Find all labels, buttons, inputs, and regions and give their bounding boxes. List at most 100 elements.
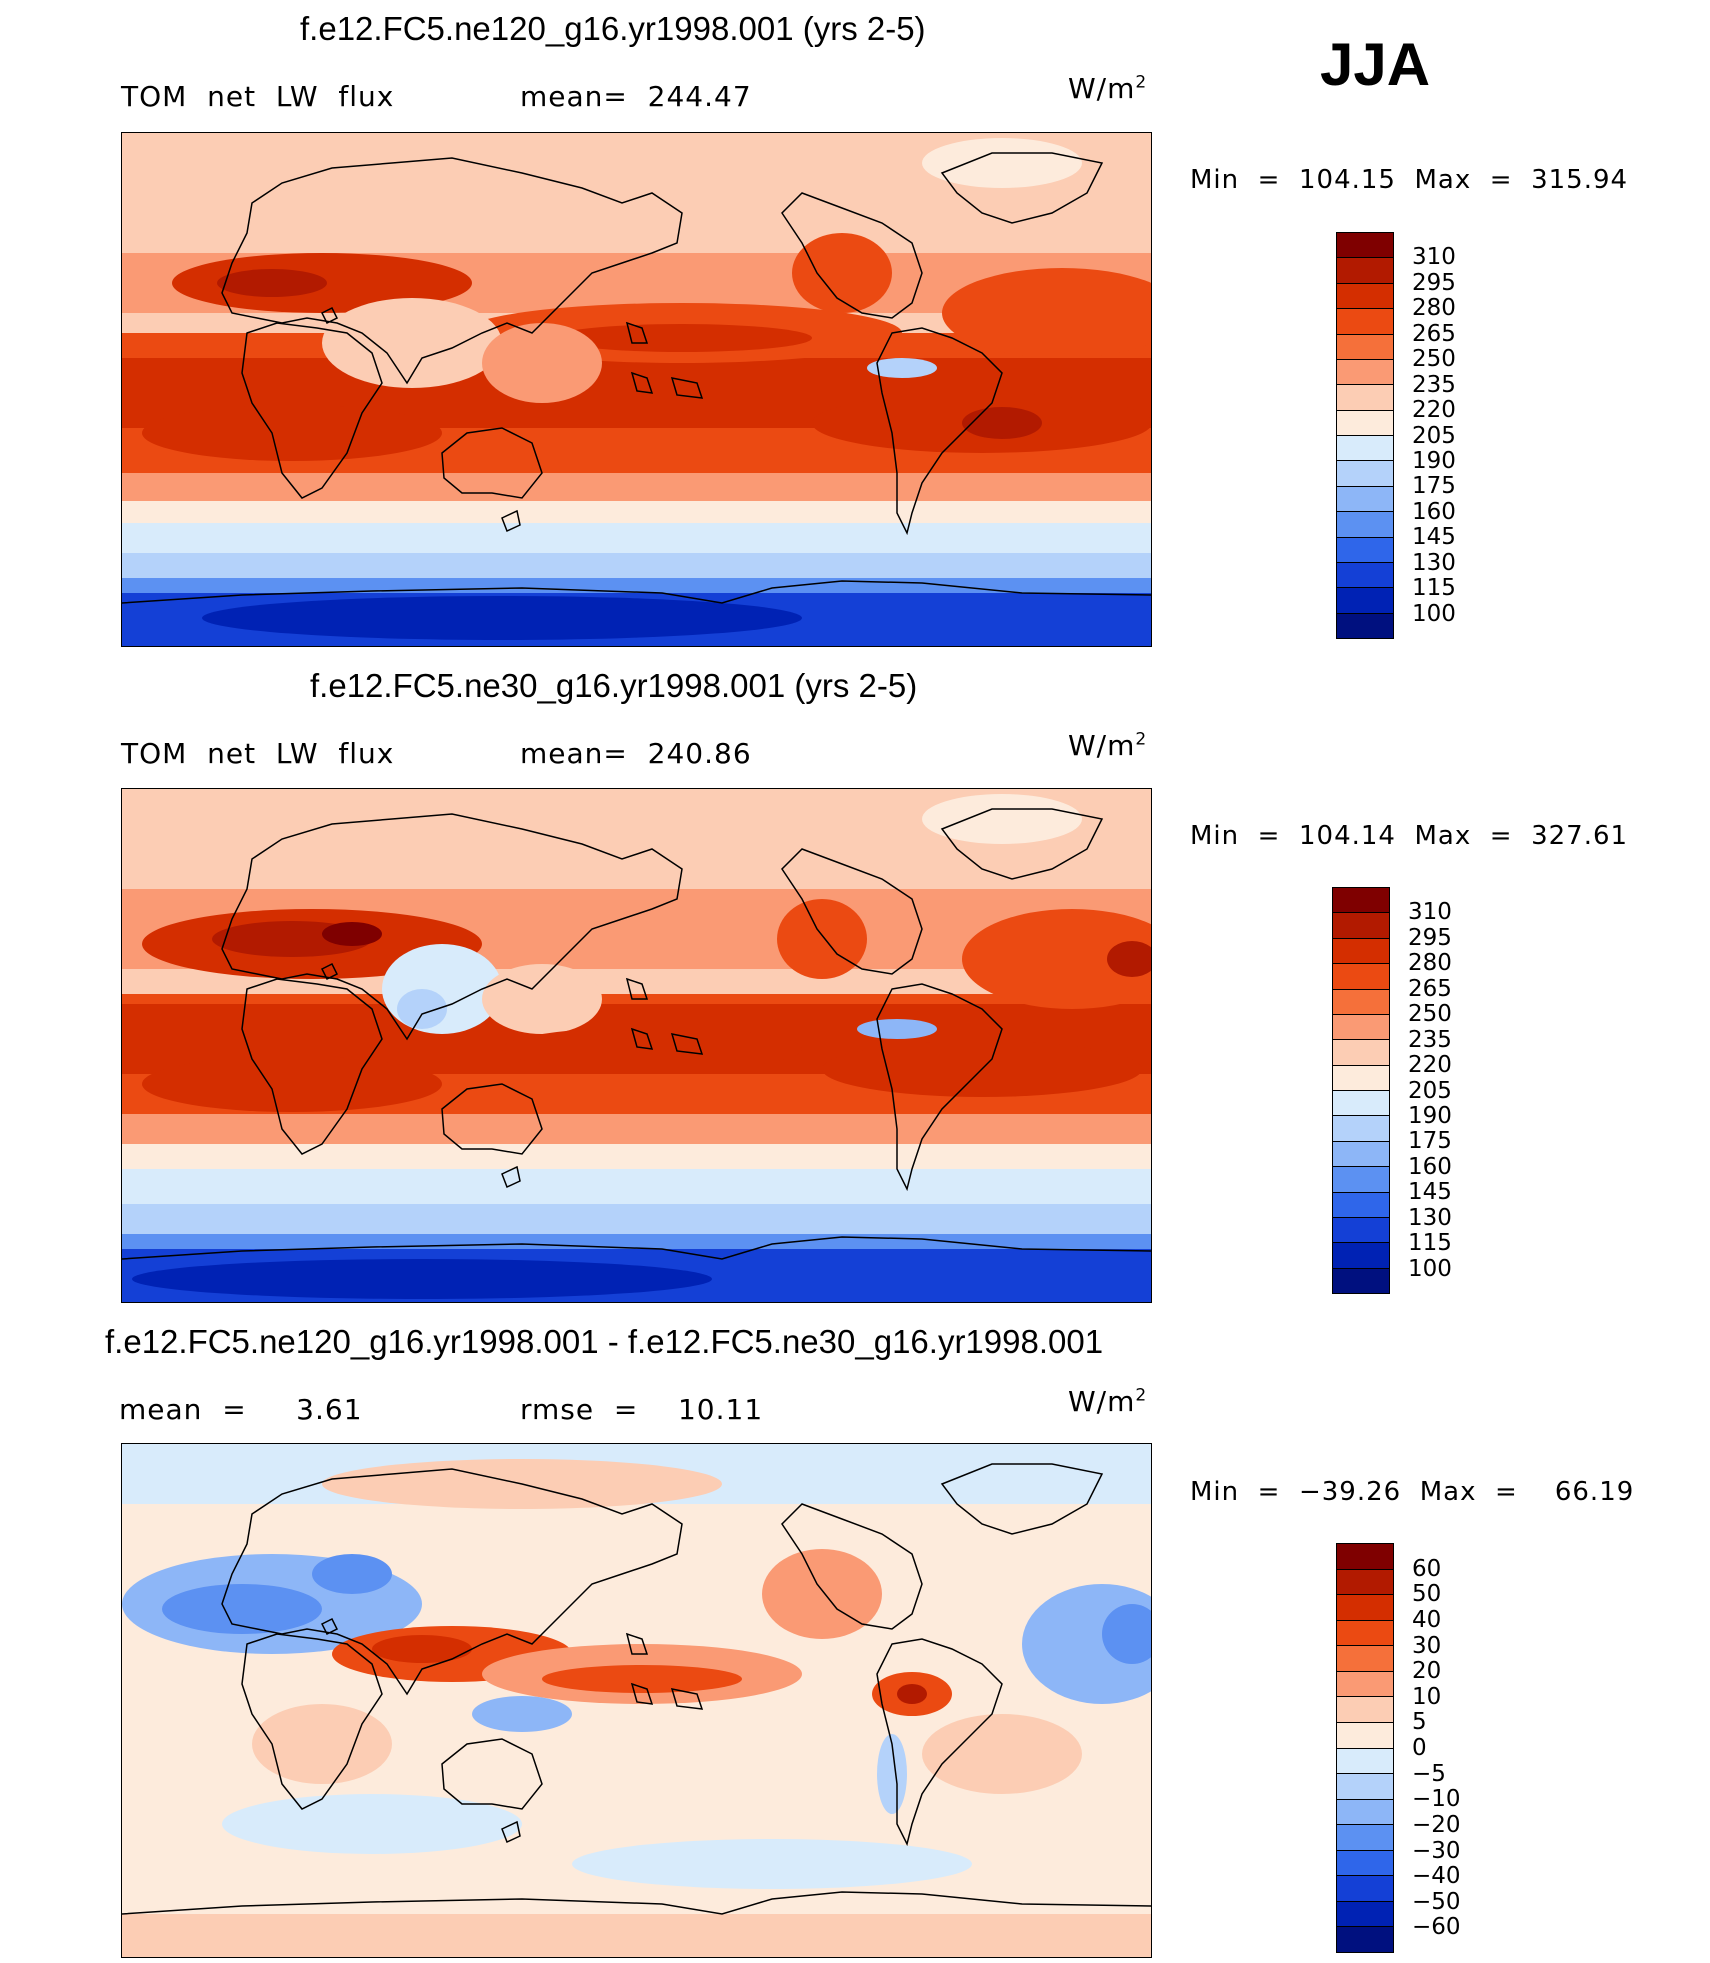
colorbar-swatch (1333, 1267, 1389, 1293)
colorbar-swatch (1333, 912, 1389, 938)
colorbar-swatch (1333, 963, 1389, 989)
colorbar-swatch (1337, 536, 1393, 562)
panel-2-mean-label: mean= 240.86 (520, 737, 752, 770)
colorbar-tick-label: −20 (1412, 1811, 1461, 1838)
colorbar-tick-label: 130 (1408, 1204, 1452, 1231)
colorbar-swatch (1337, 1849, 1393, 1876)
colorbar-swatch (1337, 1721, 1393, 1748)
colorbar-swatch (1333, 1216, 1389, 1243)
colorbar-swatch (1337, 308, 1393, 334)
colorbar-tick-label: 175 (1412, 473, 1456, 500)
colorbar-swatch (1337, 333, 1393, 359)
panel-3-units: W/m2 (1068, 1385, 1148, 1418)
panel-3-rmse-label: rmse = 10.11 (520, 1393, 764, 1426)
colorbar-swatch (1337, 282, 1393, 309)
colorbar-tick-label: −5 (1412, 1760, 1446, 1787)
colorbar-tick-label: 205 (1408, 1077, 1452, 1104)
colorbar-tick-label: 60 (1412, 1555, 1442, 1582)
colorbar-swatch (1337, 1645, 1393, 1671)
colorbar-tick-label: 160 (1408, 1153, 1452, 1180)
colorbar-swatch (1337, 384, 1393, 410)
colorbar-tick-label: 310 (1408, 899, 1452, 926)
colorbar-tick-label: 5 (1412, 1709, 1427, 1736)
colorbar-swatch (1333, 1140, 1389, 1167)
colorbar-tick-label: 10 (1412, 1683, 1442, 1710)
colorbar-swatch (1333, 888, 1389, 913)
colorbar-swatch (1337, 587, 1393, 613)
panel-2-units: W/m2 (1068, 729, 1148, 762)
colorbar-swatch (1333, 1166, 1389, 1192)
colorbar-tick-label: 220 (1408, 1052, 1452, 1079)
colorbar-swatch (1337, 435, 1393, 461)
colorbar-tick-label: 175 (1408, 1128, 1452, 1155)
colorbar-tick-label: 310 (1412, 244, 1456, 271)
colorbar-swatch (1337, 1773, 1393, 1799)
colorbar-tick-label: 250 (1412, 346, 1456, 373)
colorbar-tick-label: 280 (1408, 950, 1452, 977)
colorbar-swatch (1337, 485, 1393, 512)
colorbar-tick-label: 235 (1408, 1026, 1452, 1053)
colorbar-swatch (1333, 937, 1389, 964)
panel-1-variable-label: TOM net LW flux (121, 80, 395, 113)
colorbar-swatch (1337, 409, 1393, 435)
colorbar-tick-label: −40 (1412, 1863, 1461, 1890)
panel-2-title: f.e12.FC5.ne30_g16.yr1998.001 (yrs 2-5) (310, 667, 918, 704)
colorbar-tick-label: 280 (1412, 295, 1456, 322)
colorbar-swatch (1337, 612, 1393, 638)
panel-1-units: W/m2 (1068, 72, 1148, 105)
colorbar-tick-label: 145 (1408, 1179, 1452, 1206)
panel-3-map (121, 1443, 1152, 1958)
colorbar-tick-label: −50 (1412, 1888, 1461, 1915)
colorbar-tick-label: 295 (1408, 924, 1452, 951)
panel-1-min-max: Min = 104.15 Max = 315.94 (1190, 165, 1629, 195)
colorbar-swatch (1337, 1900, 1393, 1927)
panel-2-variable-label: TOM net LW flux (121, 737, 395, 770)
colorbar-tick-label: −60 (1412, 1914, 1461, 1941)
colorbar-swatch (1337, 1544, 1393, 1569)
colorbar-tick-label: 265 (1408, 975, 1452, 1002)
colorbar-swatch (1337, 257, 1393, 283)
colorbar-tick-label: 100 (1412, 600, 1456, 627)
colorbar-tick-label: 220 (1412, 397, 1456, 424)
colorbar-tick-label: 250 (1408, 1001, 1452, 1028)
colorbar-tick-label: 20 (1412, 1658, 1442, 1685)
colorbar-swatch (1337, 1798, 1393, 1825)
colorbar-swatch (1333, 1039, 1389, 1065)
panel-1-title: f.e12.FC5.ne120_g16.yr1998.001 (yrs 2-5) (300, 10, 926, 47)
panel-3-colorbar (1336, 1543, 1394, 1953)
panel-2-map (121, 788, 1152, 1303)
colorbar-tick-label: 115 (1408, 1230, 1452, 1257)
colorbar-tick-label: 160 (1412, 498, 1456, 525)
colorbar-swatch (1337, 1747, 1393, 1774)
colorbar-tick-label: 295 (1412, 269, 1456, 296)
colorbar-swatch (1333, 988, 1389, 1014)
panel-1-mean-label: mean= 244.47 (520, 80, 752, 113)
colorbar-swatch (1337, 1875, 1393, 1901)
colorbar-swatch (1337, 358, 1393, 385)
colorbar-swatch (1337, 1926, 1393, 1952)
colorbar-swatch (1337, 233, 1393, 258)
colorbar-tick-label: 40 (1412, 1606, 1442, 1633)
colorbar-swatch (1333, 1013, 1389, 1040)
colorbar-tick-label: 205 (1412, 422, 1456, 449)
colorbar-swatch (1337, 460, 1393, 486)
panel-1-map (121, 132, 1152, 647)
colorbar-tick-label: 130 (1412, 549, 1456, 576)
colorbar-swatch (1333, 1242, 1389, 1268)
colorbar-tick-label: 145 (1412, 524, 1456, 551)
season-label: JJA (1320, 31, 1431, 98)
panel-3-min-max: Min = −39.26 Max = 66.19 (1190, 1477, 1635, 1507)
panel-2-colorbar (1332, 887, 1390, 1294)
colorbar-tick-label: 235 (1412, 371, 1456, 398)
colorbar-swatch (1337, 1670, 1393, 1697)
colorbar-tick-label: 190 (1412, 447, 1456, 474)
colorbar-swatch (1337, 1594, 1393, 1620)
colorbar-swatch (1333, 1115, 1389, 1141)
colorbar-tick-label: 100 (1408, 1255, 1452, 1282)
colorbar-swatch (1333, 1064, 1389, 1090)
colorbar-tick-label: −10 (1412, 1786, 1461, 1813)
colorbar-swatch (1337, 1568, 1393, 1595)
colorbar-tick-label: 265 (1412, 320, 1456, 347)
colorbar-tick-label: 190 (1408, 1102, 1452, 1129)
colorbar-swatch (1337, 561, 1393, 588)
